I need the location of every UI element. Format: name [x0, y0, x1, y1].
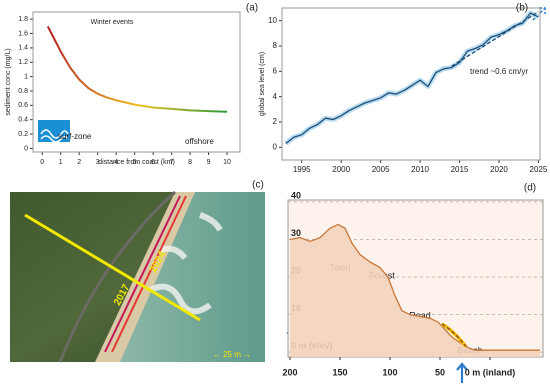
- x-tick-label: 2025: [530, 165, 548, 174]
- photo-transect: [24, 213, 201, 322]
- y-tick-label: 0.2: [18, 131, 28, 138]
- photo-line-2024: [111, 195, 187, 353]
- x-tick-label: 2020: [490, 165, 508, 174]
- plot-frame: [32, 11, 241, 153]
- wave-icon: [38, 120, 70, 143]
- x-tick-label: 150: [332, 367, 347, 377]
- x-tick-label: 1: [59, 159, 63, 166]
- y-tick-label: 10: [268, 16, 277, 25]
- x-tick-label: 2015: [451, 165, 469, 174]
- x-tick-label: 2: [77, 159, 81, 166]
- panel-label: (d): [524, 183, 536, 194]
- y-tick-label: 1.6: [18, 30, 28, 37]
- panel-label: (b): [516, 3, 528, 14]
- photo-panel: 2017 2024 ← 25 m → (c): [10, 180, 265, 363]
- x-tick-label: 1995: [293, 165, 311, 174]
- y-tick-label: 0.4: [18, 117, 28, 124]
- y-tick-label: 40: [291, 190, 301, 200]
- y-tick-label: 4: [273, 92, 278, 101]
- x-tick-label: 4: [114, 159, 118, 166]
- line: [441, 323, 467, 347]
- y-axis-label: global sea level (cm): [259, 52, 266, 116]
- line: [285, 12, 539, 145]
- y-tick-label: 0.6: [18, 102, 28, 109]
- chart-panel: 0 2 4 6 8 10 1995 2000 2005 2010 2015 2020 2025 globa…: [259, 3, 548, 174]
- line: [451, 11, 539, 67]
- arrow: [456, 362, 468, 383]
- x-tick-label: 2010: [411, 165, 429, 174]
- x-tick-label: 3: [96, 159, 100, 166]
- x-tick-label: 5: [133, 159, 137, 166]
- x-tick-label: 100: [382, 367, 397, 377]
- x-tick-label: 7: [170, 159, 174, 166]
- line-band: [284, 10, 540, 146]
- chart-title: Winter events: [91, 19, 134, 26]
- area: [290, 224, 540, 357]
- line: [289, 223, 540, 351]
- y-tick-label: 1.8: [18, 16, 28, 23]
- y-tick-label: 8: [273, 41, 278, 50]
- y-tick-label: 1: [24, 73, 28, 80]
- annotation: surf-zone: [58, 132, 92, 141]
- x-tick-label: 0 m (inland): [465, 367, 516, 377]
- photo-road: [58, 190, 177, 363]
- y-tick-label: 1.4: [18, 45, 28, 52]
- y-tick-label: 6: [273, 66, 278, 75]
- panel-label: (a): [246, 3, 258, 14]
- x-tick-label: 2005: [372, 165, 390, 174]
- x-tick-label: 50: [435, 367, 445, 377]
- y-tick-label: 0: [24, 145, 28, 152]
- panel-label: (c): [252, 180, 264, 191]
- photo-line-2017: [104, 195, 181, 353]
- line: [46, 25, 228, 113]
- y-tick-label: 2: [273, 117, 278, 126]
- photo-scale: ← 25 m →: [213, 350, 251, 359]
- chart-panel: 0 0.2 0.4 0.6 0.8 1 1.2 1.4 1.6 1.8 0 1 2 3 4 5 6 7 8 9 10 di…: [5, 3, 258, 166]
- x-axis-label: distance from coast (km): [98, 159, 175, 166]
- x-tick-label: 6: [151, 159, 155, 166]
- x-tick-label: 10: [223, 159, 231, 166]
- plot-frame: [281, 7, 541, 161]
- x-tick-label: 0: [40, 159, 44, 166]
- photo-sea: [110, 192, 265, 362]
- x-tick-label: 9: [207, 159, 211, 166]
- photo-surf: [148, 212, 223, 315]
- x-tick-label: 8: [188, 159, 192, 166]
- y-tick-label: 1.2: [18, 59, 28, 66]
- annotation: offshore: [185, 137, 214, 146]
- x-tick-label: 2000: [332, 165, 350, 174]
- annotation: Road: [409, 310, 431, 320]
- y-axis-label: sediment conc (mg/L): [5, 48, 12, 115]
- annotation: trend ~0.6 cm/yr: [470, 67, 528, 76]
- x-tick-label: 200: [282, 367, 297, 377]
- y-tick-label: 0: [273, 142, 278, 151]
- y-tick-label: 0.8: [18, 88, 28, 95]
- chart-panel: 0 m (elev)10203040200150100500 m (inland…: [282, 183, 544, 377]
- y-tick-label: 30: [291, 228, 301, 238]
